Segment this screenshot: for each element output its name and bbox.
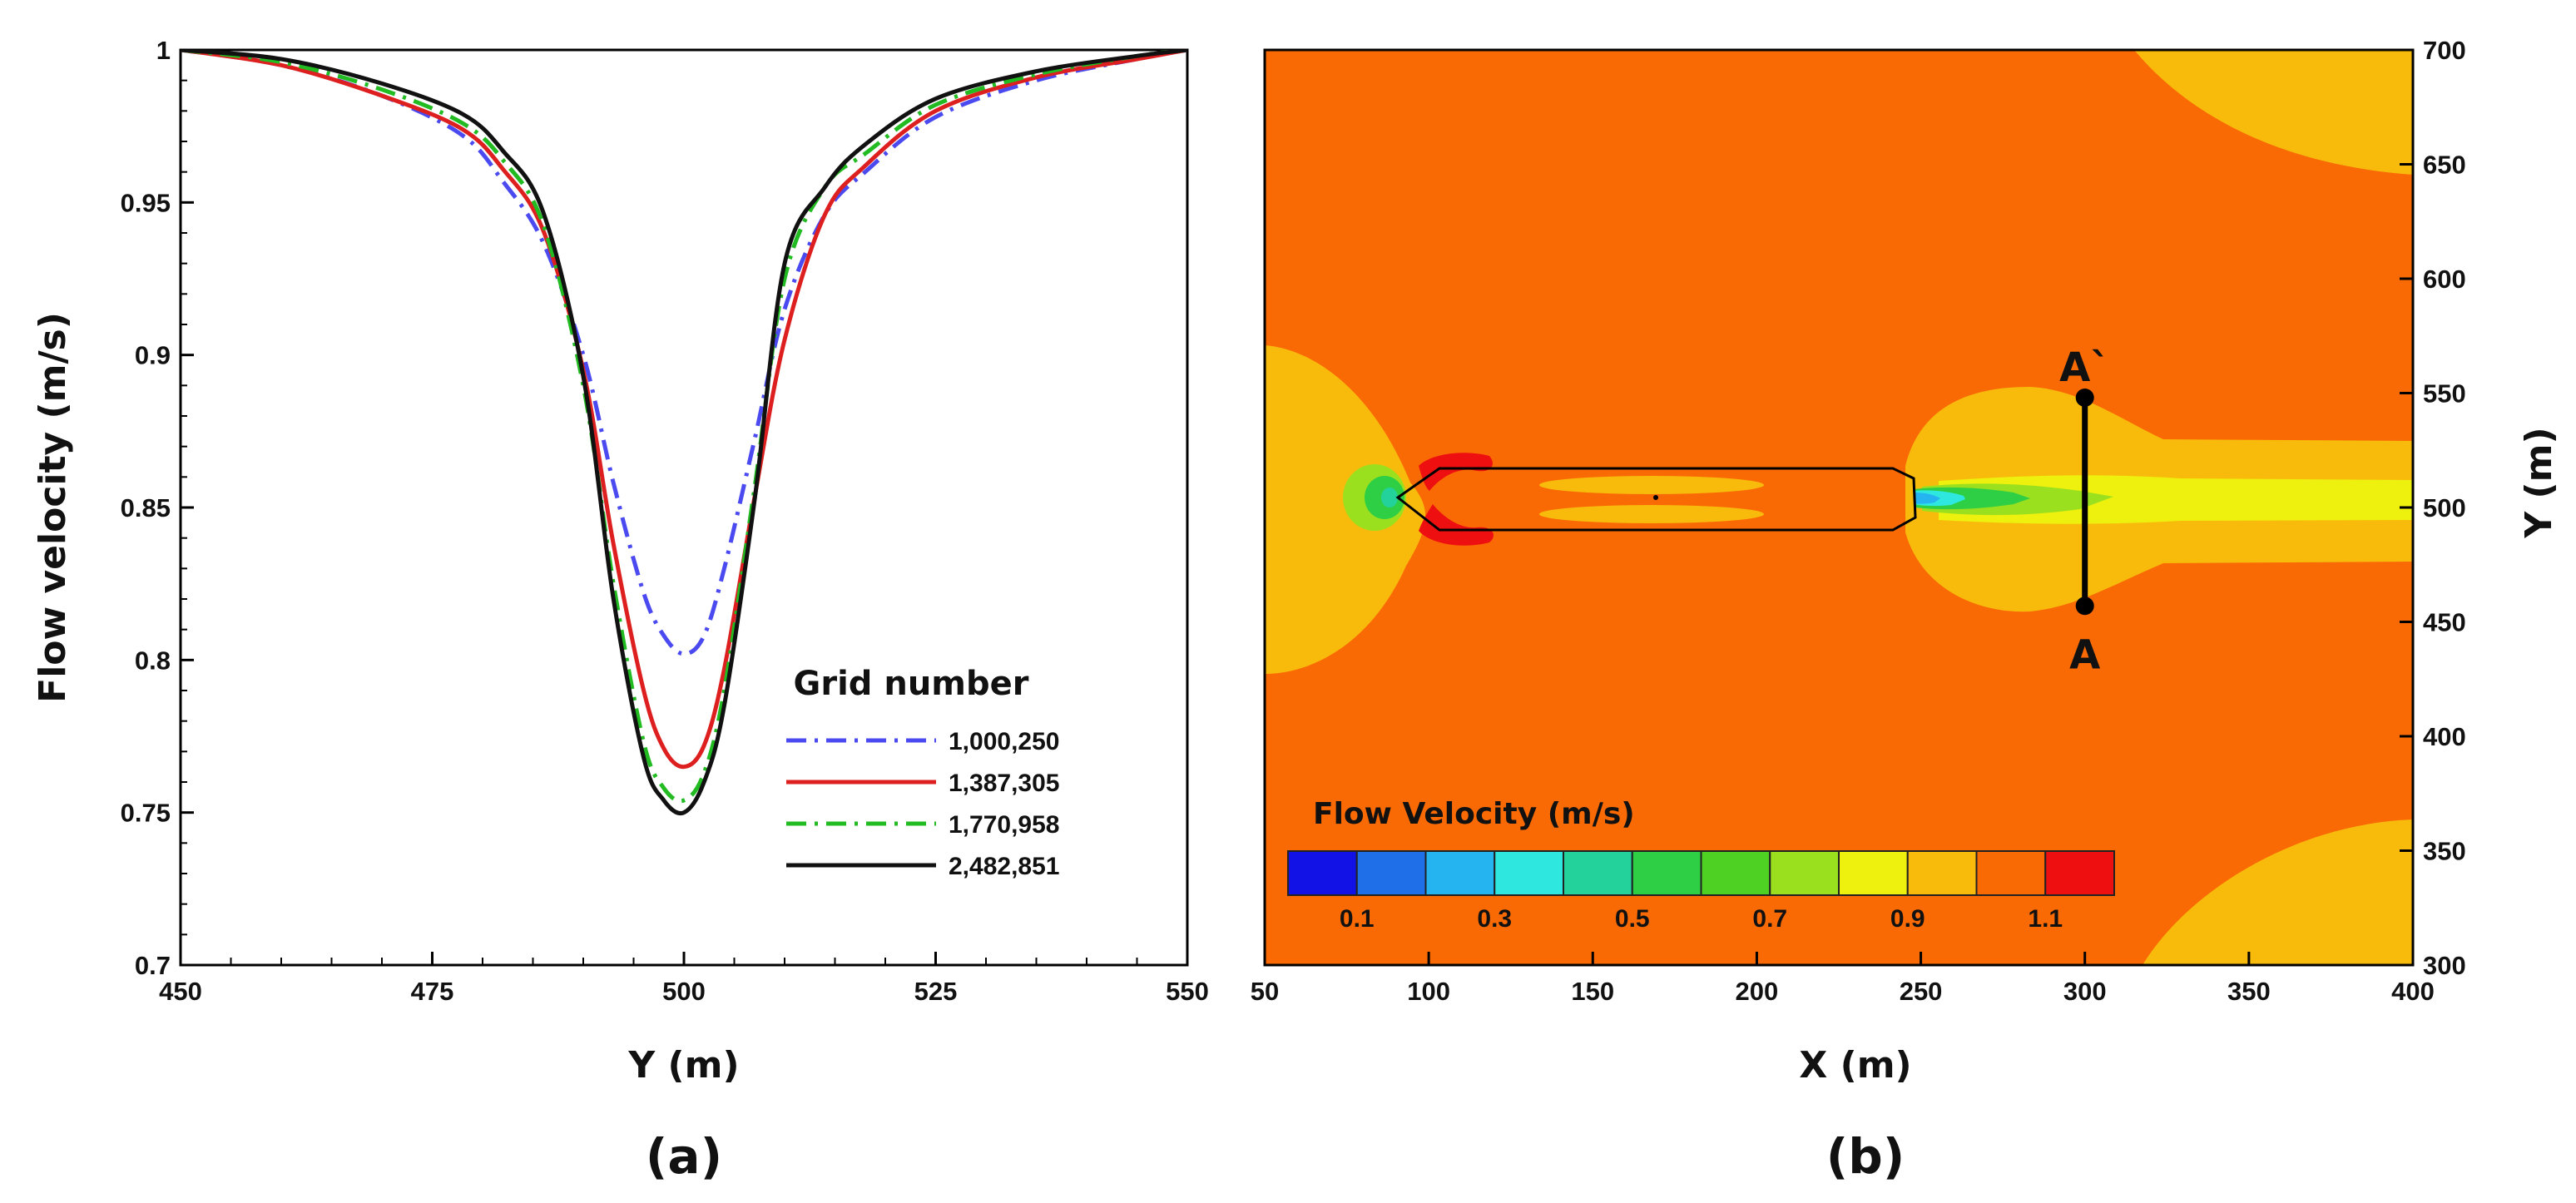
panel-b-y-tick-label: 550 [2423,379,2466,408]
colorbar-tick-label: 0.5 [1615,905,1650,933]
panel-b-y-tick-label: 350 [2423,837,2466,866]
panel-b-y-tick-label: 400 [2423,722,2466,751]
panel-a-y-tick-label: 0.75 [121,799,171,828]
colorbar-cell [1769,850,1840,896]
legend-title: Grid number [794,665,1029,703]
colorbar-cell [1975,850,2047,896]
panel-a-x-tick-label: 475 [411,977,454,1006]
panel-a-x-tick-label: 550 [1166,977,1209,1006]
colorbar-tick-label: 0.7 [1752,905,1787,933]
panel-b-x-tick-label: 200 [1736,977,1779,1006]
colorbar-tick-label: 0.9 [1890,905,1925,933]
colorbar-cell [1838,850,1909,896]
panel-b-x-tick-label: 100 [1407,977,1450,1006]
colorbar-cell [1631,850,1702,896]
panel-a-x-axis-title: Y (m) [627,1044,739,1087]
panel-b-y-tick-label: 700 [2423,36,2466,65]
contour-lobe-bottom-right [2143,819,2413,965]
contour-lobe-top-right [2134,50,2413,175]
legend-label-1: 1,000,250 [949,728,1059,755]
panel-a-y-axis-title: Flow velocity (m/s) [32,312,74,703]
panel-b-x-axis-title: X (m) [1799,1044,1911,1087]
panel-a-y-tick-label: 0.9 [135,341,171,370]
colorbar-cell [2044,850,2115,896]
series-line-1 [181,50,1187,656]
contour-lobe-left [1265,345,1426,674]
legend-label-2: 1,387,305 [949,770,1059,797]
panel-b-y-tick-label: 300 [2423,951,2466,980]
panel-a-y-tick-label: 0.95 [121,188,171,217]
legend-label-3: 1,770,958 [949,811,1059,839]
colorbar-cell [1700,850,1771,896]
panel-a-y-tick-label: 0.7 [135,951,171,980]
panel-label-a: (a) [646,1128,722,1185]
section-end-top [2075,389,2094,407]
colorbar-cell [1494,850,1564,896]
panel-a-series-lines [181,50,1187,816]
series-line-4 [181,50,1187,816]
colorbar: Flow Velocity (m/s) 0.1 0.3 0.5 0.7 0.9 1.1 [1287,797,2115,933]
panel-b-y-tick-label: 650 [2423,151,2466,180]
panel-a-x-tick-label: 500 [662,977,706,1006]
contour-hull-lower [1539,505,1764,523]
contour-bow-light [1381,488,1398,507]
panel-a-y-tick-label: 0.85 [121,493,171,522]
panel-a-ticks: 450 475 500 525 550 0.7 0.75 0.8 0.85 0.9 0.95 1 [121,36,1209,1006]
legend-label-4: 2,482,851 [949,853,1059,880]
section-label-start: A [2069,631,2100,678]
panel-a-legend: Grid number 1,000,250 1,387,305 1,770,958 2… [786,665,1059,880]
ship-hull-outline [1395,467,1917,532]
colorbar-tick-label: 0.3 [1477,905,1512,933]
panel-b-y-tick-label: 450 [2423,608,2466,637]
panel-a-x-tick-label: 525 [914,977,958,1006]
panel-b-y-tick-label: 600 [2423,265,2466,294]
panel-b-x-tick-label: 400 [2391,977,2435,1006]
contour-hull-upper [1539,476,1764,494]
panel-b-x-tick-label: 150 [1571,977,1614,1006]
section-line-a: A` A [2059,344,2110,678]
colorbar-tick-label: 1.1 [2028,905,2063,933]
panel-a-x-tick-label: 450 [159,977,202,1006]
section-label-end: A` [2059,344,2110,391]
contour-bow-red-upper [1419,453,1493,491]
series-line-2 [181,50,1187,770]
colorbar-cell [1355,850,1427,896]
panel-b-contour-map: 50 100 150 200 250 300 350 40030035040045050055… [1251,36,2560,1087]
hull-center-marker [1653,495,1658,500]
panel-b-ticks: 50 100 150 200 250 300 350 40030035040045050055… [1251,36,2466,1006]
series-line-3 [181,50,1187,804]
colorbar-cell [1563,850,1633,896]
panel-a-line-chart: 450 475 500 525 550 0.7 0.75 0.8 0.85 0.9 0.95 1 Y … [32,36,1209,1087]
contour-bow-red-lower [1419,504,1494,546]
panel-b-x-tick-label: 300 [2063,977,2107,1006]
panel-b-y-tick-label: 500 [2423,493,2466,522]
colorbar-cell [1906,850,1978,896]
panel-a-y-tick-label: 1 [156,36,171,65]
colorbar-cell [1424,850,1496,896]
panel-b-x-tick-label: 350 [2227,977,2271,1006]
contour-wake-blue [1914,493,1940,504]
colorbar-title: Flow Velocity (m/s) [1313,797,1635,831]
panel-label-b: (b) [1826,1128,1905,1185]
panel-a-y-tick-label: 0.8 [135,646,171,675]
colorbar-tick-label: 0.1 [1340,905,1375,933]
panel-b-x-tick-label: 50 [1251,977,1279,1006]
section-end-bottom [2075,597,2094,616]
colorbar-cell [1287,850,1358,896]
panel-b-x-tick-label: 250 [1900,977,1943,1006]
panel-b-y-axis-title: Y (m) [2518,427,2560,538]
